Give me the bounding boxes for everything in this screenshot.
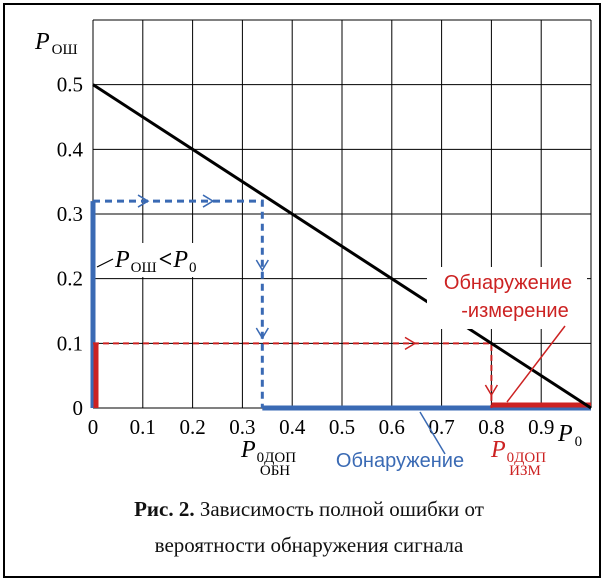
inequality-leader [96, 258, 114, 268]
y-tick-label: 0.4 [57, 137, 84, 161]
p-obn-label: P0ДОП [240, 437, 296, 466]
x-tick-label: 0.9 [528, 415, 554, 439]
p-izm-label-sub: ИЗМ [509, 463, 541, 479]
caption-text-1: Зависимость полной ошибки от [194, 497, 484, 521]
x-tick-label: 0.8 [478, 415, 504, 439]
series-line [92, 83, 592, 410]
x-tick-label: 0 [88, 415, 99, 439]
red-dashed-path [93, 342, 493, 408]
caption-figure-number: Рис. 2. [134, 497, 195, 521]
x-tick-label: 0.4 [279, 415, 306, 439]
y-tick-label: 0 [73, 396, 84, 420]
x-tick-label: 0.3 [229, 415, 255, 439]
x-tick-label: 0.5 [329, 415, 355, 439]
blue-arrowhead [137, 194, 150, 208]
caption-text-2: вероятности обнаружения сигнала [154, 533, 464, 557]
chart-marks [90, 83, 592, 411]
red-arrowhead [404, 336, 417, 350]
inequality-label-bg [105, 243, 227, 277]
p-izm-label: P0ДОП [490, 437, 546, 466]
y-tick-label: 0.3 [57, 202, 83, 226]
chart-labels: P ОШ P 0 PОШ<P0 Обнаружение -измерение Обнаруже… [34, 29, 587, 479]
caption-line-2: вероятности обнаружения сигнала [5, 531, 608, 559]
detect-measure-bg [427, 267, 587, 329]
red-arrowhead [484, 384, 499, 397]
detect-measure-label-1: Обнаружение [444, 272, 572, 294]
caption-line-1: Рис. 2. Зависимость полной ошибки от [5, 495, 608, 523]
x-tick-label: 0.7 [428, 415, 454, 439]
grid [92, 19, 592, 409]
tick-labels: 0 0.1 0.2 0.3 0.4 0.5 0 0.1 0.2 0.3 0.4 0.5 0.6 0.7 0.… [57, 73, 555, 439]
detect-measure-label-2: -измерение [461, 300, 568, 322]
blue-arrowhead [202, 194, 215, 208]
blue-dashed-path [93, 199, 264, 408]
detect-label-bg [323, 444, 473, 472]
y-tick-label: 0.1 [57, 331, 83, 355]
x-tick-label: 0.6 [379, 415, 405, 439]
p-obn-label-sub: ОБН [260, 463, 290, 479]
x-tick-label: 0.2 [179, 415, 205, 439]
chart: 0 0.1 0.2 0.3 0.4 0.5 0 0.1 0.2 0.3 0.4 0.5 0.6 0.7 0.… [34, 19, 592, 479]
figure-frame: 0 0.1 0.2 0.3 0.4 0.5 0 0.1 0.2 0.3 0.4 0.5 0.6 0.7 0.… [3, 3, 601, 578]
detect-leader [419, 411, 446, 455]
y-tick-label: 0.5 [57, 73, 83, 97]
x-tick-label: 0.1 [130, 415, 156, 439]
y-tick-label: 0.2 [57, 267, 83, 291]
detect-measure-leader [506, 325, 566, 403]
inequality-label: PОШ<P0 [114, 247, 197, 276]
blue-arrowhead [255, 259, 269, 272]
y-axis-label: P ОШ [34, 29, 78, 58]
detect-label: Обнаружение [336, 450, 464, 472]
blue-arrowhead [255, 327, 269, 340]
